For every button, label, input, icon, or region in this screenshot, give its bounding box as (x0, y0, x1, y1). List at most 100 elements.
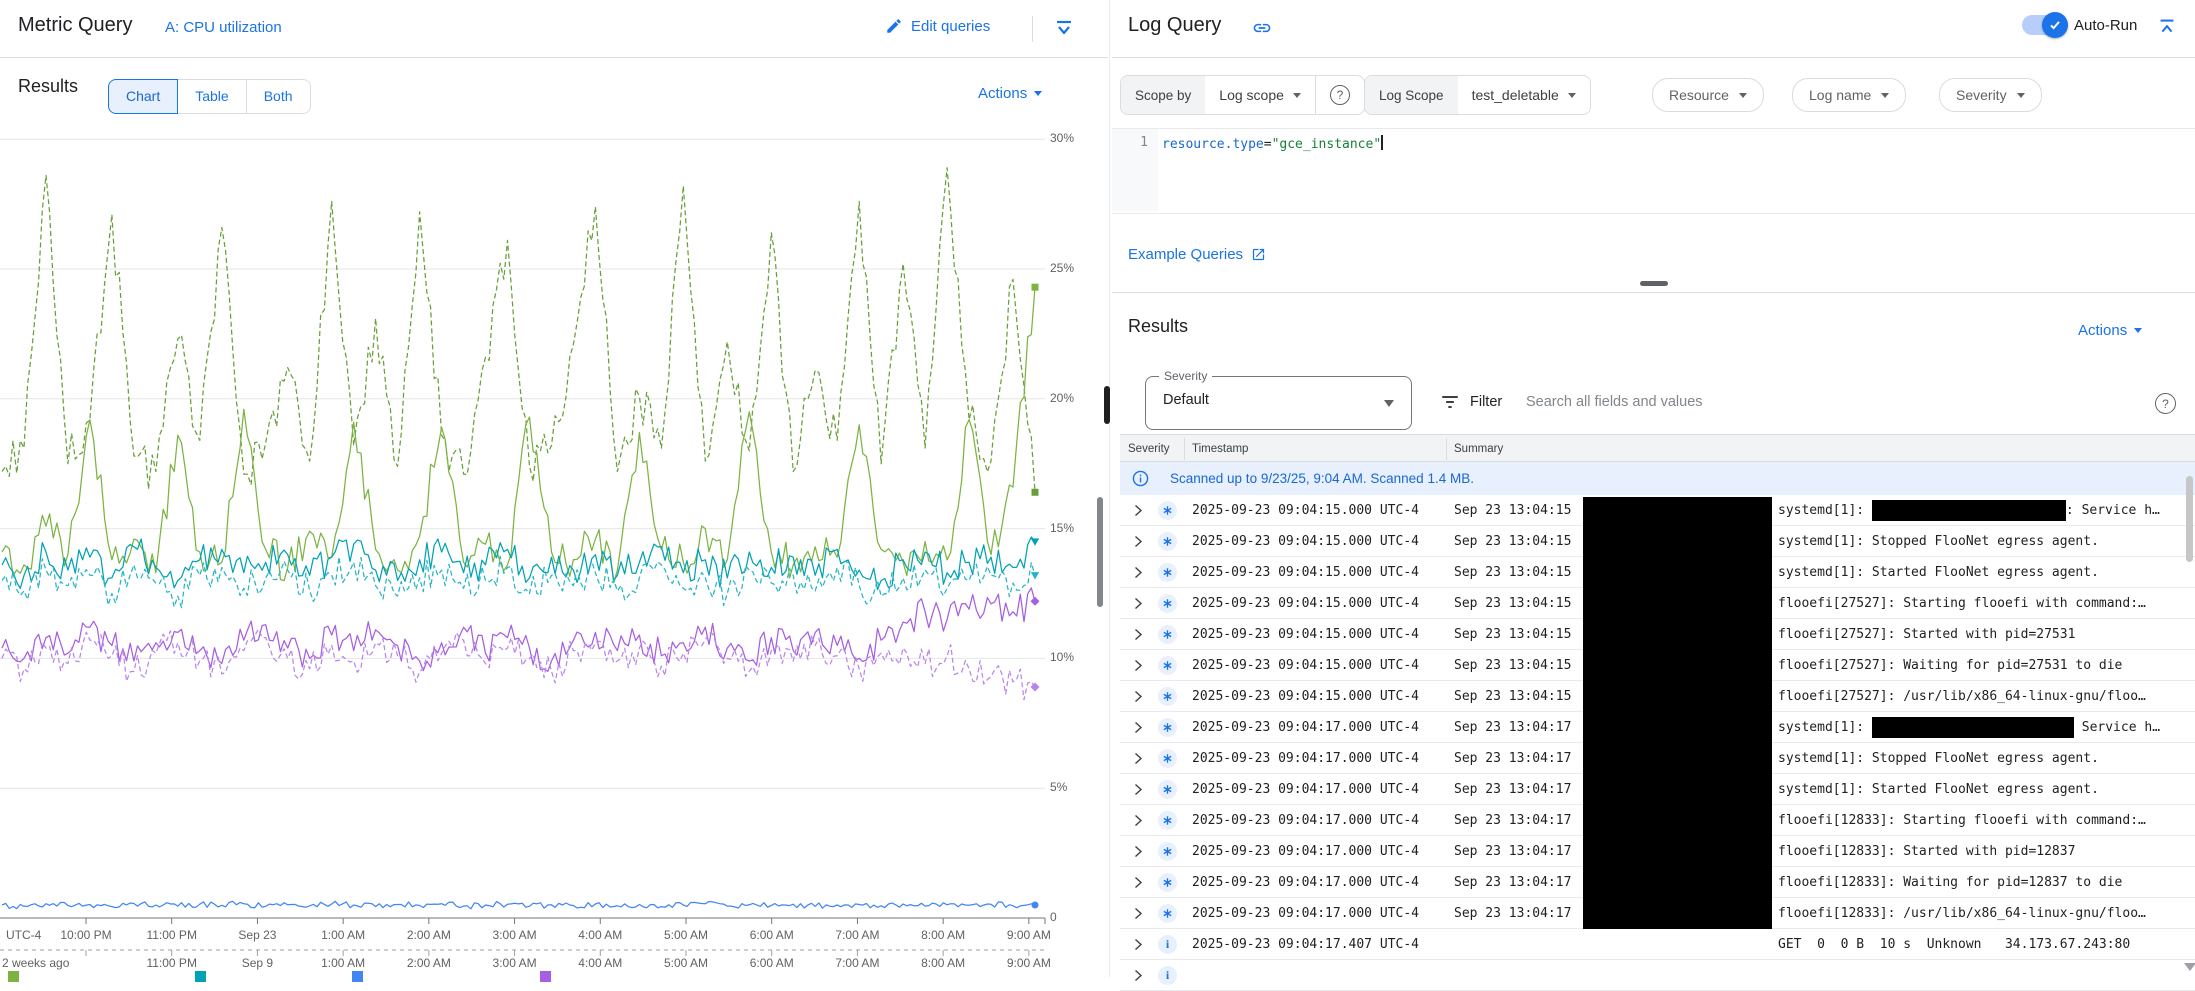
expand-row-chevron-icon[interactable] (1132, 752, 1144, 765)
column-divider[interactable] (1446, 438, 1447, 460)
y-axis-tick-label: 30% (1050, 131, 1074, 145)
severity-pill-label: Severity (1956, 87, 2007, 103)
column-header-timestamp[interactable]: Timestamp (1192, 435, 1248, 463)
query-editor[interactable]: 1 resource.type="gce_instance" (1112, 128, 2195, 214)
log-timestamp: 2025-09-23 09:04:17.000 UTC-4 (1192, 805, 1419, 836)
severity-default-icon (1158, 687, 1177, 706)
x-axis-compare-tick-label: 11:00 PM (146, 956, 196, 970)
link-icon[interactable] (1252, 18, 1272, 38)
log-name-filter-pill[interactable]: Log name (1792, 78, 1906, 112)
filter-label: Filter (1470, 394, 1502, 410)
results-heading: Results (18, 76, 78, 97)
expand-row-chevron-icon[interactable] (1132, 783, 1144, 796)
log-summary-time: Sep 23 13:04:17 (1454, 712, 1571, 743)
x-axis-tick-label: 11:00 PM (146, 928, 196, 942)
metric-query-name[interactable]: A: CPU utilization (165, 19, 282, 36)
scope-help-button[interactable]: ? (1315, 76, 1364, 114)
severity-default-icon (1158, 749, 1177, 768)
collapse-panel-up-icon[interactable] (2156, 16, 2178, 38)
expand-row-chevron-icon[interactable] (1132, 504, 1144, 517)
log-summary-message: flooefi[12833]: Starting flooefi with co… (1778, 805, 2146, 836)
panel-splitter-handle[interactable] (1104, 386, 1110, 424)
metric-actions-button[interactable]: Actions (978, 85, 1042, 102)
log-timestamp: 2025-09-23 09:04:17.000 UTC-4 (1192, 743, 1419, 774)
severity-filter-pill[interactable]: Severity (1939, 78, 2042, 112)
resource-filter-pill[interactable]: Resource (1652, 78, 1764, 112)
severity-default-icon (1158, 625, 1177, 644)
expand-row-chevron-icon[interactable] (1132, 969, 1144, 982)
example-queries-link[interactable]: Example Queries (1128, 246, 1266, 263)
cpu-utilization-chart[interactable]: 30%25%20%15%10%5%0 UTC-410:00 PM11:00 PM… (0, 115, 1108, 977)
log-summary-time: Sep 23 13:04:15 (1454, 650, 1571, 681)
tab-both[interactable]: Both (247, 79, 311, 114)
log-timestamp: 2025-09-23 09:04:17.000 UTC-4 (1192, 836, 1419, 867)
scope-dropdown[interactable]: Log scope (1205, 76, 1315, 114)
expand-row-chevron-icon[interactable] (1132, 814, 1144, 827)
severity-select[interactable]: Severity Default (1145, 376, 1412, 430)
log-scope-value: test_deletable (1472, 87, 1559, 103)
column-header-summary[interactable]: Summary (1454, 435, 1503, 463)
search-input[interactable]: Search all fields and values (1526, 394, 1703, 410)
expand-row-chevron-icon[interactable] (1132, 597, 1144, 610)
log-summary-message: systemd[1]: Started FlooNet egress agent… (1778, 774, 2099, 805)
log-summary-time: Sep 23 13:04:15 (1454, 526, 1571, 557)
expand-row-chevron-icon[interactable] (1132, 876, 1144, 889)
edit-queries-button[interactable]: Edit queries (885, 17, 990, 35)
metric-actions-label: Actions (978, 85, 1027, 102)
toggle-thumb[interactable] (2042, 12, 2068, 38)
section-divider (1112, 292, 2195, 293)
chevron-down-icon (1384, 400, 1394, 407)
log-row[interactable]: i (1120, 960, 2195, 991)
log-summary-message: systemd[1]: Stopped FlooNet egress agent… (1778, 526, 2099, 557)
header-divider (1032, 16, 1033, 42)
left-panel-scrollbar-thumb[interactable] (1097, 497, 1103, 607)
resize-handle[interactable] (1640, 281, 1668, 286)
tab-chart[interactable]: Chart (108, 79, 178, 114)
log-summary-message: flooefi[12833]: Waiting for pid=12837 to… (1778, 867, 2122, 898)
open-in-new-icon (1251, 247, 1266, 262)
log-actions-label: Actions (2078, 322, 2127, 339)
expand-row-chevron-icon[interactable] (1132, 535, 1144, 548)
series-4-teal-dashed-end-marker (1031, 572, 1039, 579)
results-scrollbar-thumb[interactable] (2186, 476, 2193, 562)
expand-row-chevron-icon[interactable] (1132, 566, 1144, 579)
tab-table[interactable]: Table (178, 79, 246, 114)
log-actions-button[interactable]: Actions (2078, 322, 2142, 339)
filter-list-icon (1440, 392, 1460, 412)
log-summary-time: Sep 23 13:04:17 (1454, 743, 1571, 774)
y-axis-tick-label: 15% (1050, 521, 1074, 535)
panel-splitter[interactable] (1109, 0, 1110, 977)
scope-by-group: Scope by Log scope ? (1120, 75, 1365, 115)
scrollbar-down-arrow[interactable] (2184, 963, 2195, 971)
series-3-teal-solid-end-marker (1031, 538, 1039, 545)
log-scope-dropdown[interactable]: test_deletable (1458, 76, 1590, 114)
log-scope-label: Log Scope (1365, 76, 1458, 114)
expand-row-chevron-icon[interactable] (1132, 938, 1144, 951)
log-summary-time: Sep 23 13:04:15 (1454, 619, 1571, 650)
results-help-icon[interactable]: ? (2155, 393, 2176, 414)
column-divider[interactable] (1184, 438, 1185, 460)
log-row[interactable]: i2025-09-23 09:04:17.407 UTC-4GET 0 0 B … (1120, 929, 2195, 960)
expand-row-chevron-icon[interactable] (1132, 907, 1144, 920)
expand-row-chevron-icon[interactable] (1132, 690, 1144, 703)
expand-row-chevron-icon[interactable] (1132, 659, 1144, 672)
text-cursor (1381, 135, 1383, 150)
x-axis-compare-tick-label: 4:00 AM (578, 956, 622, 970)
severity-default-icon (1158, 594, 1177, 613)
severity-default-icon (1158, 780, 1177, 799)
expand-row-chevron-icon[interactable] (1132, 845, 1144, 858)
x-axis-compare-tick-label: 6:00 AM (750, 956, 794, 970)
column-header-severity[interactable]: Severity (1128, 435, 1170, 463)
expand-row-chevron-icon[interactable] (1132, 721, 1144, 734)
expand-row-chevron-icon[interactable] (1132, 628, 1144, 641)
redacted-text-block (1872, 717, 2074, 738)
x-axis-tick-label: 5:00 AM (664, 928, 708, 942)
scope-by-label: Scope by (1121, 76, 1205, 114)
log-summary-time: Sep 23 13:04:15 (1454, 681, 1571, 712)
collapse-panel-down-icon[interactable] (1052, 17, 1076, 41)
log-results-heading: Results (1128, 316, 1188, 337)
log-summary-time: Sep 23 13:04:15 (1454, 588, 1571, 619)
view-toggle-group: Chart Table Both (108, 79, 311, 114)
log-summary-time: Sep 23 13:04:15 (1454, 495, 1571, 526)
query-code-line[interactable]: resource.type="gce_instance" (1162, 134, 1383, 156)
